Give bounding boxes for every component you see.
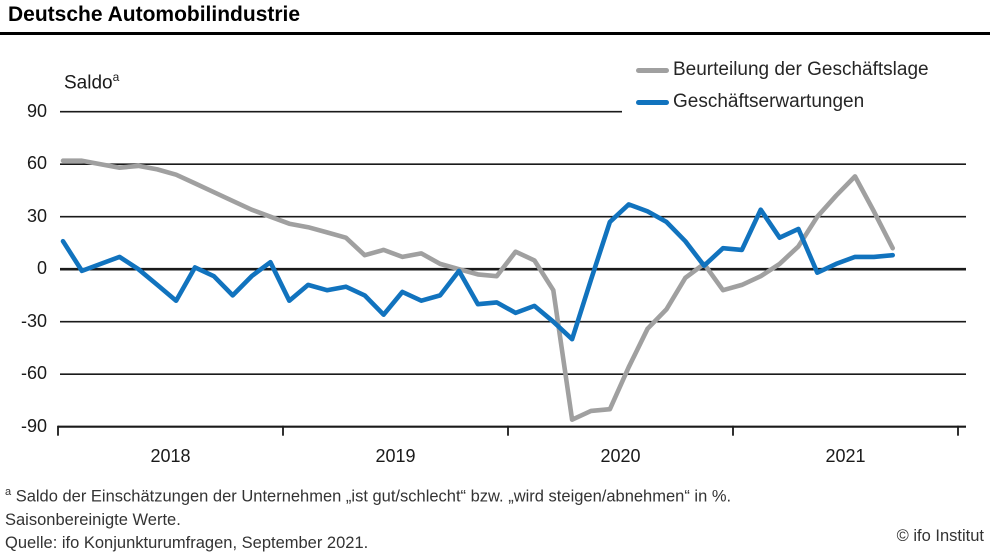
x-tick-label-2019: 2019 <box>375 446 416 466</box>
footnotes: a Saldo der Einschätzungen der Unternehm… <box>5 481 731 555</box>
erwartungen-line-swatch <box>636 99 669 105</box>
lage-line-swatch <box>636 67 669 73</box>
footnote-marker: a <box>5 486 12 498</box>
y-tick-label-90: 90 <box>26 100 47 121</box>
footnote-line-1: a Saldo der Einschätzungen der Unternehm… <box>5 481 731 509</box>
x-tick-label-2018: 2018 <box>150 446 191 466</box>
legend-label-erwartungen: Geschäftserwartungen <box>673 91 865 112</box>
x-tick-label-2020: 2020 <box>600 446 641 466</box>
x-tick-label-2021: 2021 <box>825 446 866 466</box>
y-tick-label-30: 30 <box>26 205 47 226</box>
chart-title: Deutsche Automobilindustrie <box>8 3 301 26</box>
y-axis-title: Saldoa <box>64 70 119 94</box>
copyright: © ifo Institut <box>896 527 984 545</box>
y-tick-label--30: -30 <box>20 310 47 331</box>
footnote-line-1-text: Saldo der Einschätzungen der Unternehmen… <box>11 487 732 506</box>
footnote-line-2: Saisonbereinigte Werte. <box>5 510 181 529</box>
y-axis-title-text: Saldo <box>64 72 113 94</box>
legend-label-lage: Beurteilung der Geschäftslage <box>673 59 929 80</box>
series-line-lage <box>60 158 896 423</box>
y-axis-title-footnote-marker: a <box>112 70 120 84</box>
legend-item-lage: Beurteilung der Geschäftslage <box>636 54 929 86</box>
y-tick-label-0: 0 <box>36 258 47 279</box>
legend: Beurteilung der Geschäftslage Geschäftse… <box>636 54 929 118</box>
legend-item-erwartungen: Geschäftserwartungen <box>636 86 929 118</box>
y-tick-label--60: -60 <box>20 363 47 384</box>
y-tick-label--90: -90 <box>20 415 47 436</box>
title-rule <box>0 32 990 35</box>
series-line-erwartungen <box>60 202 896 342</box>
source-line: Quelle: ifo Konjunkturumfragen, Septembe… <box>5 533 369 552</box>
y-tick-label-60: 60 <box>26 153 47 174</box>
